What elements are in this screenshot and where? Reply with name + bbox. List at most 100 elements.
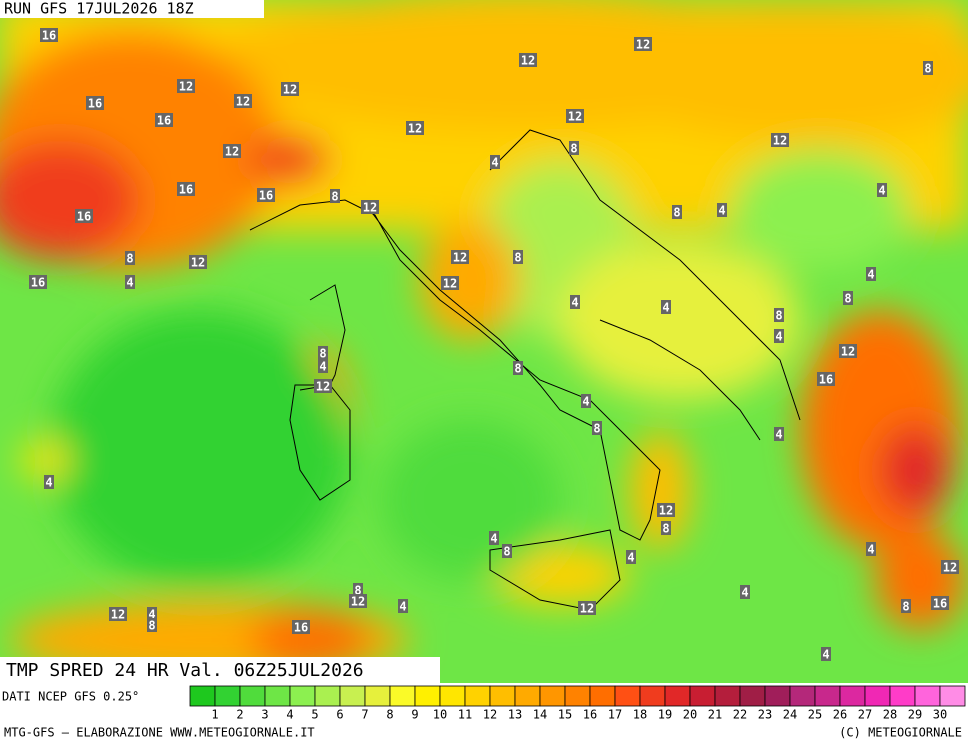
label-box <box>740 585 750 599</box>
contour-label: 16 <box>259 189 273 203</box>
contour-label: 16 <box>933 597 947 611</box>
label-box <box>839 344 857 358</box>
contour-label: 12 <box>521 54 535 68</box>
label-box <box>44 475 54 489</box>
contour-label: 16 <box>88 97 102 111</box>
legend-label: 24 <box>783 708 797 722</box>
contour-label: 4 <box>741 586 748 600</box>
legend-label: 23 <box>758 708 772 722</box>
map-title: TMP SPRED 24 HR Val. 06Z25JUL2026 <box>6 660 364 681</box>
label-box <box>569 141 579 155</box>
contour-label: 8 <box>902 600 909 614</box>
label-box <box>223 144 241 158</box>
legend-swatch <box>239 685 266 707</box>
label-box <box>774 308 784 322</box>
contour-label: 4 <box>627 551 634 565</box>
label-box <box>502 544 512 558</box>
contour-label: 4 <box>718 204 725 218</box>
legend-label: 30 <box>933 708 947 722</box>
label-box <box>441 276 459 290</box>
contour-label: 12 <box>283 83 297 97</box>
label-box <box>774 427 784 441</box>
legend-swatch <box>689 685 716 707</box>
contour-label: 12 <box>568 110 582 124</box>
label-box <box>292 620 310 634</box>
legend-label: 15 <box>558 708 572 722</box>
label-box <box>314 379 332 393</box>
label-box <box>821 647 831 661</box>
label-box <box>234 94 252 108</box>
contour-label: 4 <box>878 184 885 198</box>
legend-label: 25 <box>808 708 822 722</box>
contour-label: 16 <box>294 621 308 635</box>
contour-label: 4 <box>775 428 782 442</box>
contour-label: 4 <box>126 276 133 290</box>
contour-label: 8 <box>593 422 600 436</box>
label-box <box>513 361 523 375</box>
legend-label: 3 <box>261 708 268 722</box>
run-label: RUN GFS 17JUL2026 18Z <box>4 0 194 18</box>
legend-label: 29 <box>908 708 922 722</box>
contour-label: 8 <box>331 190 338 204</box>
label-box <box>189 255 207 269</box>
label-box <box>177 79 195 93</box>
contour-label: 12 <box>111 608 125 622</box>
contour-label: 8 <box>570 142 577 156</box>
label-box <box>717 203 727 217</box>
legend-swatch <box>664 685 691 707</box>
legend-label: 28 <box>883 708 897 722</box>
legend-swatch <box>514 685 541 707</box>
contour-label: 4 <box>867 543 874 557</box>
legend-label: 9 <box>411 708 418 722</box>
legend-swatch <box>539 685 566 707</box>
legend-swatch <box>364 685 391 707</box>
label-box <box>843 291 853 305</box>
contour-label: 8 <box>514 362 521 376</box>
contour-label: 16 <box>819 373 833 387</box>
label-box <box>109 607 127 621</box>
legend-swatch <box>764 685 791 707</box>
label-box <box>281 82 299 96</box>
legend-swatch <box>839 685 866 707</box>
label-box <box>774 329 784 343</box>
label-box <box>513 250 523 264</box>
label-box <box>125 251 135 265</box>
contour-label: 4 <box>867 268 874 282</box>
legend-label: 18 <box>633 708 647 722</box>
legend-label: 26 <box>833 708 847 722</box>
label-box <box>672 205 682 219</box>
legend-swatch <box>289 685 316 707</box>
legend-label: 10 <box>433 708 447 722</box>
label-box <box>147 618 157 632</box>
contour-label: 16 <box>31 276 45 290</box>
label-box <box>817 372 835 386</box>
header-box <box>0 0 264 18</box>
legend-label: 19 <box>658 708 672 722</box>
label-box <box>451 250 469 264</box>
contour-label: 8 <box>319 347 326 361</box>
legend-label: 17 <box>608 708 622 722</box>
contour-label: 12 <box>443 277 457 291</box>
legend-swatch <box>264 685 291 707</box>
label-box <box>257 188 275 202</box>
label-box <box>931 596 949 610</box>
label-box <box>866 542 876 556</box>
contour-label: 4 <box>45 476 52 490</box>
contour-label: 12 <box>636 38 650 52</box>
contour-label: 8 <box>673 206 680 220</box>
legend-swatch <box>389 685 416 707</box>
contour-label: 8 <box>775 309 782 323</box>
label-box <box>661 300 671 314</box>
contour-label: 12 <box>316 380 330 394</box>
legend-swatch <box>889 685 916 707</box>
label-box <box>923 61 933 75</box>
label-box <box>75 209 93 223</box>
label-box <box>657 503 675 517</box>
legend-swatch <box>614 685 641 707</box>
legend-swatch <box>864 685 891 707</box>
label-box <box>349 594 367 608</box>
contour-label: 8 <box>662 522 669 536</box>
contour-label: 4 <box>582 395 589 409</box>
contour-label: 8 <box>148 619 155 633</box>
